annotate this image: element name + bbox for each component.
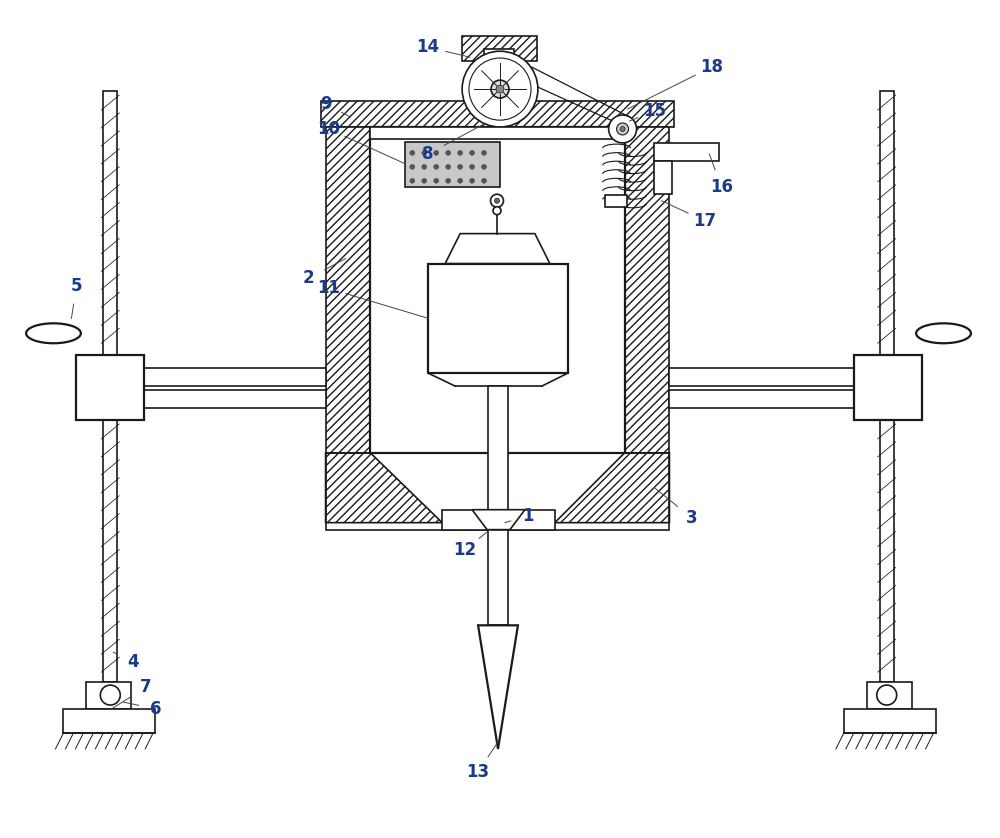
Bar <box>654 143 719 161</box>
Bar <box>321 101 674 127</box>
Polygon shape <box>445 234 550 263</box>
Bar <box>854 355 922 420</box>
Polygon shape <box>326 453 442 523</box>
Text: 8: 8 <box>422 145 434 163</box>
Circle shape <box>482 150 487 155</box>
Bar <box>63 709 155 733</box>
Circle shape <box>434 178 439 184</box>
Text: 13: 13 <box>467 763 490 781</box>
Text: 1: 1 <box>522 507 534 525</box>
Circle shape <box>458 150 463 155</box>
Circle shape <box>422 150 427 155</box>
Circle shape <box>422 164 427 169</box>
Circle shape <box>493 207 501 215</box>
Circle shape <box>496 85 504 93</box>
Text: 12: 12 <box>454 541 477 559</box>
Circle shape <box>482 178 487 184</box>
Bar <box>462 36 537 61</box>
Circle shape <box>446 178 451 184</box>
Bar <box>106 368 326 386</box>
Bar <box>488 386 508 510</box>
Circle shape <box>620 127 625 132</box>
Text: 17: 17 <box>693 212 716 230</box>
Circle shape <box>422 178 427 184</box>
Polygon shape <box>478 625 518 749</box>
Circle shape <box>470 178 475 184</box>
Circle shape <box>446 150 451 155</box>
Bar <box>428 263 568 373</box>
Circle shape <box>410 150 415 155</box>
Bar <box>844 709 936 733</box>
Bar <box>625 127 669 453</box>
Bar <box>669 391 889 408</box>
Circle shape <box>482 164 487 169</box>
Bar <box>86 682 131 709</box>
Text: 7: 7 <box>140 678 152 696</box>
Circle shape <box>100 685 120 705</box>
Circle shape <box>470 150 475 155</box>
Text: 5: 5 <box>71 277 82 296</box>
Bar <box>106 391 326 408</box>
Circle shape <box>469 58 531 120</box>
Bar <box>370 127 625 453</box>
Circle shape <box>609 115 637 143</box>
Bar <box>488 127 506 453</box>
Polygon shape <box>555 453 669 523</box>
Circle shape <box>410 164 415 169</box>
Circle shape <box>495 199 500 204</box>
Ellipse shape <box>26 323 81 344</box>
Circle shape <box>491 194 503 207</box>
Polygon shape <box>472 510 525 530</box>
Text: 16: 16 <box>710 178 733 196</box>
Circle shape <box>458 164 463 169</box>
Circle shape <box>491 80 509 98</box>
Circle shape <box>877 685 897 705</box>
Bar <box>669 368 889 386</box>
Bar <box>654 161 672 194</box>
Circle shape <box>434 164 439 169</box>
Bar <box>484 49 514 101</box>
Bar <box>405 142 500 187</box>
Text: 3: 3 <box>686 509 697 526</box>
Circle shape <box>470 164 475 169</box>
Circle shape <box>446 164 451 169</box>
Text: 11: 11 <box>317 279 340 297</box>
Text: 9: 9 <box>320 95 331 113</box>
Bar <box>326 127 370 453</box>
Text: 6: 6 <box>150 700 162 718</box>
Text: 18: 18 <box>700 58 723 76</box>
Bar <box>880 91 894 355</box>
Text: 15: 15 <box>643 102 666 120</box>
Circle shape <box>410 178 415 184</box>
Bar <box>880 420 894 682</box>
Circle shape <box>434 150 439 155</box>
Bar <box>442 510 555 530</box>
Bar <box>103 420 117 682</box>
Circle shape <box>458 178 463 184</box>
Ellipse shape <box>916 323 971 344</box>
Text: 2: 2 <box>303 270 314 287</box>
Bar <box>103 91 117 355</box>
Text: 14: 14 <box>417 39 440 56</box>
Bar <box>326 453 669 530</box>
Bar <box>605 194 627 207</box>
Bar <box>488 530 508 625</box>
Bar <box>370 127 625 139</box>
Bar <box>867 682 912 709</box>
Text: 4: 4 <box>127 653 139 671</box>
Bar <box>76 355 144 420</box>
Circle shape <box>462 51 538 127</box>
Text: 10: 10 <box>317 120 340 138</box>
Circle shape <box>617 123 629 135</box>
